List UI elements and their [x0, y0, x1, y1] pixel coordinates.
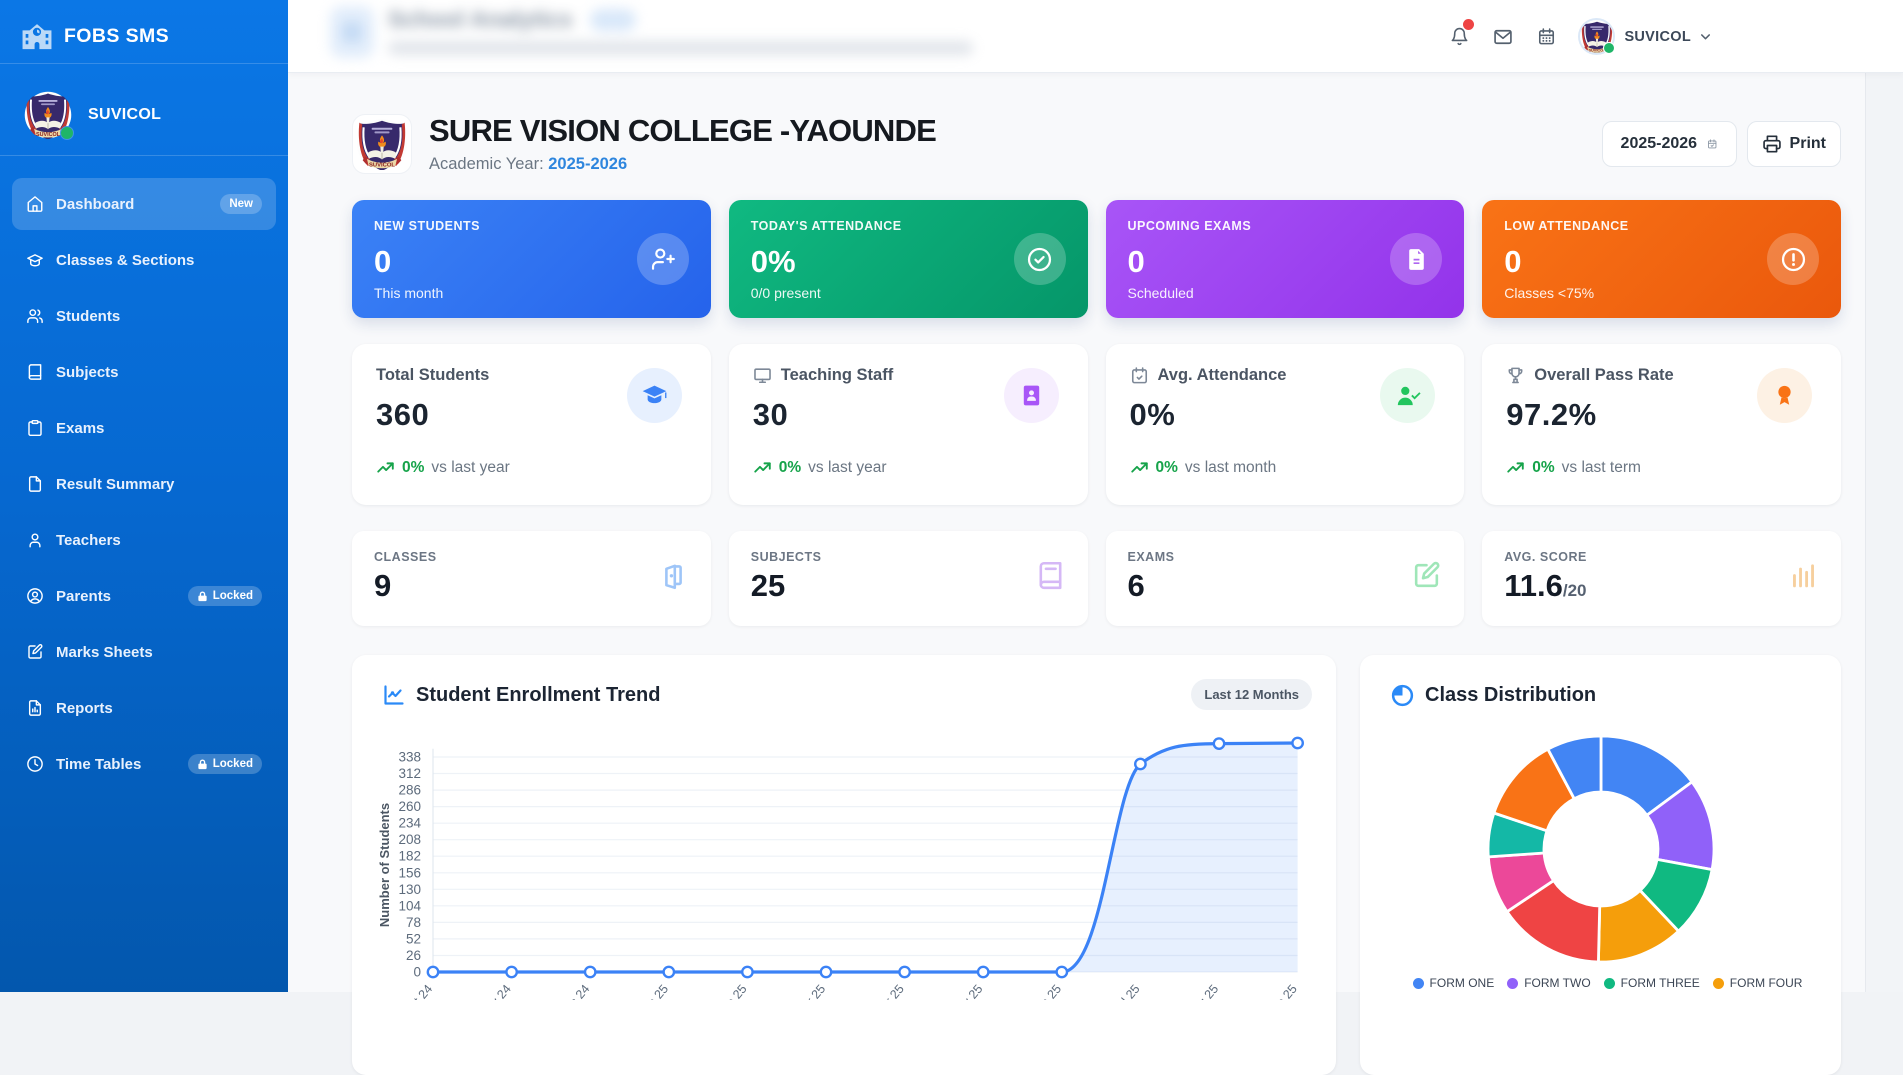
- svg-text:Aug 25: Aug 25: [1185, 982, 1221, 1000]
- svg-text:Jun 25: Jun 25: [1029, 982, 1064, 1000]
- svg-text:208: 208: [398, 832, 421, 847]
- svg-text:286: 286: [398, 783, 421, 798]
- svg-text:Feb 25: Feb 25: [714, 982, 750, 1000]
- svg-text:52: 52: [406, 931, 421, 946]
- svg-text:Mar 25: Mar 25: [793, 982, 829, 1000]
- svg-text:156: 156: [398, 865, 421, 880]
- svg-text:Jan 25: Jan 25: [636, 982, 671, 1000]
- svg-text:78: 78: [406, 915, 421, 930]
- svg-text:182: 182: [398, 849, 421, 864]
- svg-text:104: 104: [398, 898, 421, 913]
- svg-text:Sep 25: Sep 25: [1264, 982, 1300, 1000]
- svg-text:Number of Students: Number of Students: [377, 803, 392, 927]
- svg-text:312: 312: [398, 766, 421, 781]
- svg-text:Jul 25: Jul 25: [1111, 982, 1143, 1000]
- svg-text:Oct 24: Oct 24: [401, 982, 435, 1000]
- svg-text:260: 260: [398, 799, 421, 814]
- svg-text:234: 234: [398, 816, 421, 831]
- svg-text:26: 26: [406, 948, 421, 963]
- svg-text:Apr 25: Apr 25: [872, 982, 906, 1000]
- svg-text:May 25: May 25: [948, 982, 985, 1000]
- svg-text:130: 130: [398, 882, 421, 897]
- svg-text:0: 0: [413, 965, 421, 980]
- svg-text:Dec 24: Dec 24: [556, 982, 592, 1000]
- svg-text:338: 338: [398, 750, 421, 765]
- svg-text:Nov 24: Nov 24: [478, 982, 514, 1000]
